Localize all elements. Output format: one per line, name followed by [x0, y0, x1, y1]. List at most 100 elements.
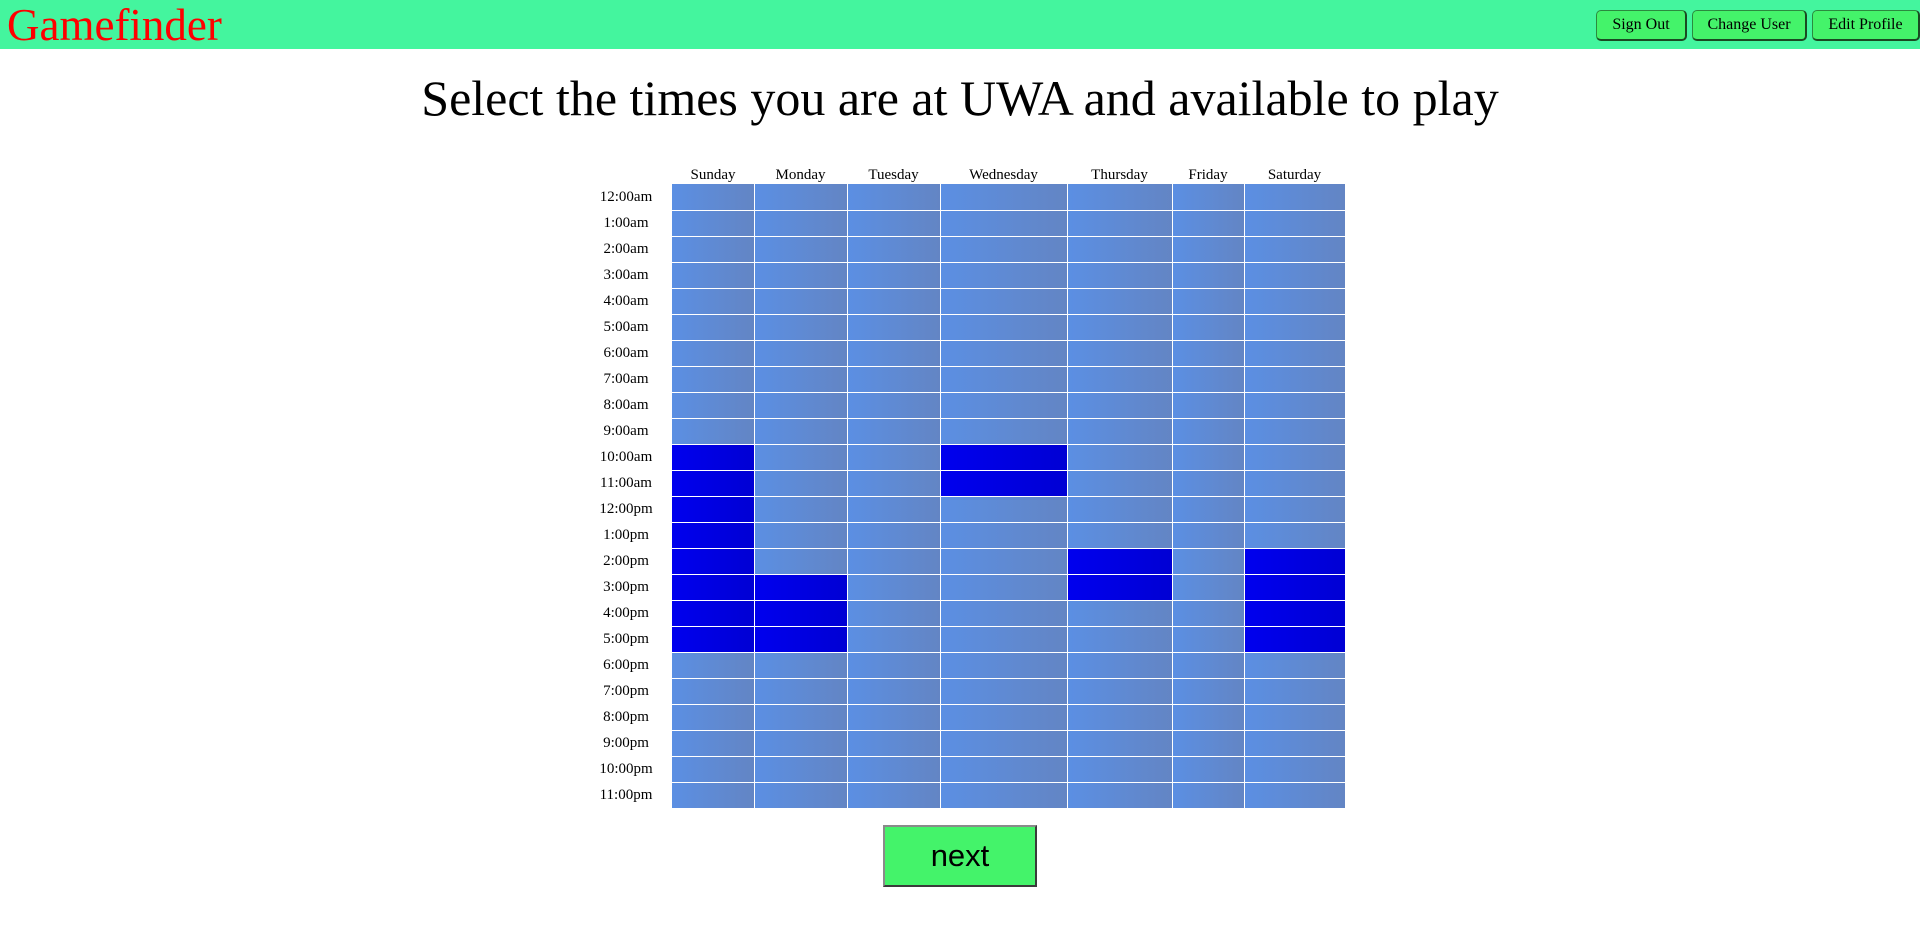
time-slot-cell[interactable] — [1068, 315, 1172, 340]
time-slot-cell[interactable] — [1245, 211, 1345, 236]
time-slot-cell[interactable] — [1173, 575, 1244, 600]
time-slot-cell[interactable] — [848, 757, 940, 782]
time-slot-cell[interactable] — [1068, 705, 1172, 730]
time-slot-cell[interactable] — [1068, 211, 1172, 236]
time-slot-cell[interactable] — [1173, 523, 1244, 548]
time-slot-cell[interactable] — [1173, 237, 1244, 262]
time-slot-cell[interactable] — [1068, 341, 1172, 366]
time-slot-cell[interactable] — [1068, 237, 1172, 262]
time-slot-cell[interactable] — [1173, 653, 1244, 678]
time-slot-cell[interactable] — [672, 263, 754, 288]
time-slot-cell[interactable] — [1068, 653, 1172, 678]
time-slot-cell[interactable] — [1245, 601, 1345, 626]
time-slot-cell[interactable] — [848, 705, 940, 730]
time-slot-cell[interactable] — [941, 367, 1067, 392]
time-slot-cell[interactable] — [848, 315, 940, 340]
time-slot-cell[interactable] — [755, 549, 847, 574]
time-slot-cell[interactable] — [672, 393, 754, 418]
time-slot-cell[interactable] — [672, 757, 754, 782]
time-slot-cell[interactable] — [672, 523, 754, 548]
time-slot-cell[interactable] — [1173, 471, 1244, 496]
time-slot-cell[interactable] — [672, 497, 754, 522]
time-slot-cell[interactable] — [755, 679, 847, 704]
time-slot-cell[interactable] — [1068, 575, 1172, 600]
time-slot-cell[interactable] — [1173, 627, 1244, 652]
time-slot-cell[interactable] — [848, 184, 940, 210]
time-slot-cell[interactable] — [848, 627, 940, 652]
time-slot-cell[interactable] — [1068, 419, 1172, 444]
time-slot-cell[interactable] — [848, 497, 940, 522]
time-slot-cell[interactable] — [672, 341, 754, 366]
time-slot-cell[interactable] — [672, 549, 754, 574]
time-slot-cell[interactable] — [941, 419, 1067, 444]
time-slot-cell[interactable] — [941, 393, 1067, 418]
time-slot-cell[interactable] — [1068, 263, 1172, 288]
time-slot-cell[interactable] — [1245, 315, 1345, 340]
time-slot-cell[interactable] — [848, 211, 940, 236]
time-slot-cell[interactable] — [755, 211, 847, 236]
time-slot-cell[interactable] — [848, 601, 940, 626]
time-slot-cell[interactable] — [1173, 445, 1244, 470]
time-slot-cell[interactable] — [941, 184, 1067, 210]
time-slot-cell[interactable] — [672, 783, 754, 808]
time-slot-cell[interactable] — [1245, 783, 1345, 808]
time-slot-cell[interactable] — [755, 653, 847, 678]
time-slot-cell[interactable] — [755, 705, 847, 730]
time-slot-cell[interactable] — [848, 263, 940, 288]
time-slot-cell[interactable] — [755, 289, 847, 314]
time-slot-cell[interactable] — [672, 705, 754, 730]
time-slot-cell[interactable] — [1245, 523, 1345, 548]
time-slot-cell[interactable] — [1173, 367, 1244, 392]
time-slot-cell[interactable] — [672, 627, 754, 652]
time-slot-cell[interactable] — [1245, 341, 1345, 366]
change-user-button[interactable]: Change User — [1692, 10, 1807, 41]
time-slot-cell[interactable] — [755, 601, 847, 626]
time-slot-cell[interactable] — [941, 211, 1067, 236]
time-slot-cell[interactable] — [1245, 575, 1345, 600]
time-slot-cell[interactable] — [1068, 523, 1172, 548]
time-slot-cell[interactable] — [672, 601, 754, 626]
time-slot-cell[interactable] — [755, 184, 847, 210]
time-slot-cell[interactable] — [672, 575, 754, 600]
time-slot-cell[interactable] — [941, 497, 1067, 522]
time-slot-cell[interactable] — [1245, 627, 1345, 652]
time-slot-cell[interactable] — [1173, 757, 1244, 782]
time-slot-cell[interactable] — [1245, 497, 1345, 522]
time-slot-cell[interactable] — [941, 653, 1067, 678]
time-slot-cell[interactable] — [1068, 471, 1172, 496]
time-slot-cell[interactable] — [941, 601, 1067, 626]
time-slot-cell[interactable] — [848, 419, 940, 444]
time-slot-cell[interactable] — [1068, 549, 1172, 574]
time-slot-cell[interactable] — [941, 341, 1067, 366]
time-slot-cell[interactable] — [1173, 315, 1244, 340]
time-slot-cell[interactable] — [941, 705, 1067, 730]
time-slot-cell[interactable] — [755, 731, 847, 756]
time-slot-cell[interactable] — [1173, 601, 1244, 626]
time-slot-cell[interactable] — [941, 757, 1067, 782]
time-slot-cell[interactable] — [941, 315, 1067, 340]
time-slot-cell[interactable] — [1068, 393, 1172, 418]
time-slot-cell[interactable] — [1173, 341, 1244, 366]
time-slot-cell[interactable] — [1245, 289, 1345, 314]
time-slot-cell[interactable] — [1245, 705, 1345, 730]
time-slot-cell[interactable] — [672, 367, 754, 392]
time-slot-cell[interactable] — [1173, 393, 1244, 418]
time-slot-cell[interactable] — [941, 445, 1067, 470]
time-slot-cell[interactable] — [1245, 367, 1345, 392]
time-slot-cell[interactable] — [848, 731, 940, 756]
time-slot-cell[interactable] — [848, 289, 940, 314]
time-slot-cell[interactable] — [1173, 211, 1244, 236]
sign-out-button[interactable]: Sign Out — [1596, 10, 1687, 41]
time-slot-cell[interactable] — [1173, 731, 1244, 756]
time-slot-cell[interactable] — [1173, 419, 1244, 444]
time-slot-cell[interactable] — [1245, 471, 1345, 496]
time-slot-cell[interactable] — [672, 289, 754, 314]
time-slot-cell[interactable] — [672, 419, 754, 444]
time-slot-cell[interactable] — [1245, 653, 1345, 678]
time-slot-cell[interactable] — [941, 549, 1067, 574]
time-slot-cell[interactable] — [755, 237, 847, 262]
time-slot-cell[interactable] — [672, 653, 754, 678]
time-slot-cell[interactable] — [1173, 184, 1244, 210]
time-slot-cell[interactable] — [755, 263, 847, 288]
time-slot-cell[interactable] — [755, 523, 847, 548]
